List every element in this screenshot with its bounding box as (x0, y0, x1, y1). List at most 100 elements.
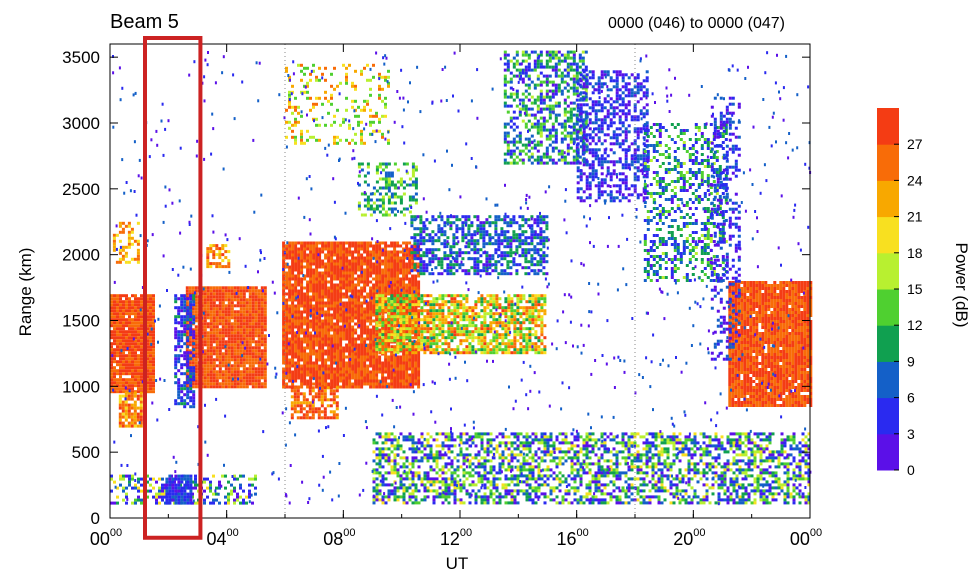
heat-cell (387, 268, 391, 272)
heat-cell (127, 224, 131, 228)
heat-cell (335, 386, 339, 390)
heat-cell (521, 254, 525, 258)
heat-cell (453, 333, 457, 337)
heat-cell (206, 292, 210, 296)
heat-cell (327, 328, 331, 332)
heat-cell (351, 256, 355, 260)
heat-cell (375, 370, 379, 374)
heat-cell (251, 379, 255, 383)
heat-cell (309, 250, 313, 254)
heat-cell (351, 304, 355, 308)
heat-cell (513, 330, 517, 334)
heat-cell (339, 262, 343, 266)
heat-cell (290, 416, 294, 420)
heat-cell (360, 343, 364, 347)
heat-cell (218, 253, 222, 257)
heat-cell (378, 379, 382, 383)
heat-cell (215, 346, 219, 350)
heat-cell (342, 304, 346, 308)
heat-cell (242, 337, 246, 341)
heat-cell (545, 239, 549, 243)
heat-cell (507, 330, 511, 334)
heat-cell (396, 265, 400, 269)
heat-cell (366, 367, 370, 371)
heat-cell (381, 306, 385, 310)
heat-cell (360, 367, 364, 371)
heat-cell (124, 403, 128, 407)
heat-cell (257, 355, 261, 359)
heat-cell (452, 245, 456, 249)
heat-cell (453, 327, 457, 331)
heat-cell (363, 289, 367, 293)
heat-cell (522, 345, 526, 349)
heat-cell (110, 300, 113, 304)
heat-cell (122, 312, 125, 316)
heat-cell (444, 300, 448, 304)
heat-cell (384, 295, 388, 299)
heat-cell (285, 253, 289, 257)
heat-cell (512, 257, 516, 261)
heat-cell (125, 357, 128, 361)
heat-cell (351, 298, 355, 302)
heat-cell (242, 376, 246, 380)
heat-cell (461, 227, 465, 231)
heat-cell (124, 418, 128, 422)
region-patch-2000-4to5 (206, 244, 231, 269)
heat-cell (282, 244, 286, 248)
heat-cell (139, 403, 143, 407)
heat-cell (324, 313, 328, 317)
heat-cell (122, 372, 125, 376)
heat-cell (146, 324, 149, 328)
heat-cell (122, 378, 125, 382)
heat-cell (417, 283, 421, 287)
heat-cell (431, 239, 435, 243)
heat-cell (206, 322, 210, 326)
heat-cell (414, 312, 418, 316)
heat-cell (360, 247, 364, 251)
heat-cell (506, 224, 510, 228)
heat-cell (288, 265, 292, 269)
heat-cell (121, 400, 125, 404)
heat-cell (390, 244, 394, 248)
heat-cell (336, 328, 340, 332)
heat-cell (288, 274, 292, 278)
heat-cell (330, 274, 334, 278)
heat-cell (321, 319, 325, 323)
heat-cell (245, 322, 249, 326)
heat-cell (411, 259, 415, 263)
heat-cell (125, 294, 128, 298)
heat-cell (479, 233, 483, 237)
heat-cell (411, 283, 415, 287)
heat-cell (501, 336, 505, 340)
heat-cell (462, 351, 466, 355)
heat-cell (152, 345, 155, 349)
heat-cell (410, 221, 414, 225)
heat-cell (435, 303, 439, 307)
heat-cell (121, 245, 125, 249)
heat-cell (285, 322, 289, 326)
heat-cell (408, 312, 412, 316)
heat-cell (393, 321, 397, 325)
heat-cell (357, 361, 361, 365)
heat-cell (417, 355, 421, 359)
heat-cell (203, 307, 207, 311)
heat-cell (405, 358, 409, 362)
heat-cell (399, 277, 403, 281)
heat-cell (396, 342, 400, 346)
heat-cell (426, 324, 430, 328)
heat-cell (482, 224, 486, 228)
heat-cell (471, 339, 475, 343)
heat-cell (282, 343, 286, 347)
heat-cell (128, 348, 131, 352)
heat-cell (227, 340, 231, 344)
heat-cell (242, 304, 246, 308)
heat-cell (378, 382, 382, 386)
heat-cell (149, 369, 152, 373)
heat-cell (411, 376, 415, 380)
heat-cell (206, 265, 210, 269)
heat-cell (309, 259, 313, 263)
heat-cell (297, 370, 301, 374)
heat-cell (119, 390, 122, 394)
heat-cell (327, 343, 331, 347)
heat-cell (309, 340, 313, 344)
